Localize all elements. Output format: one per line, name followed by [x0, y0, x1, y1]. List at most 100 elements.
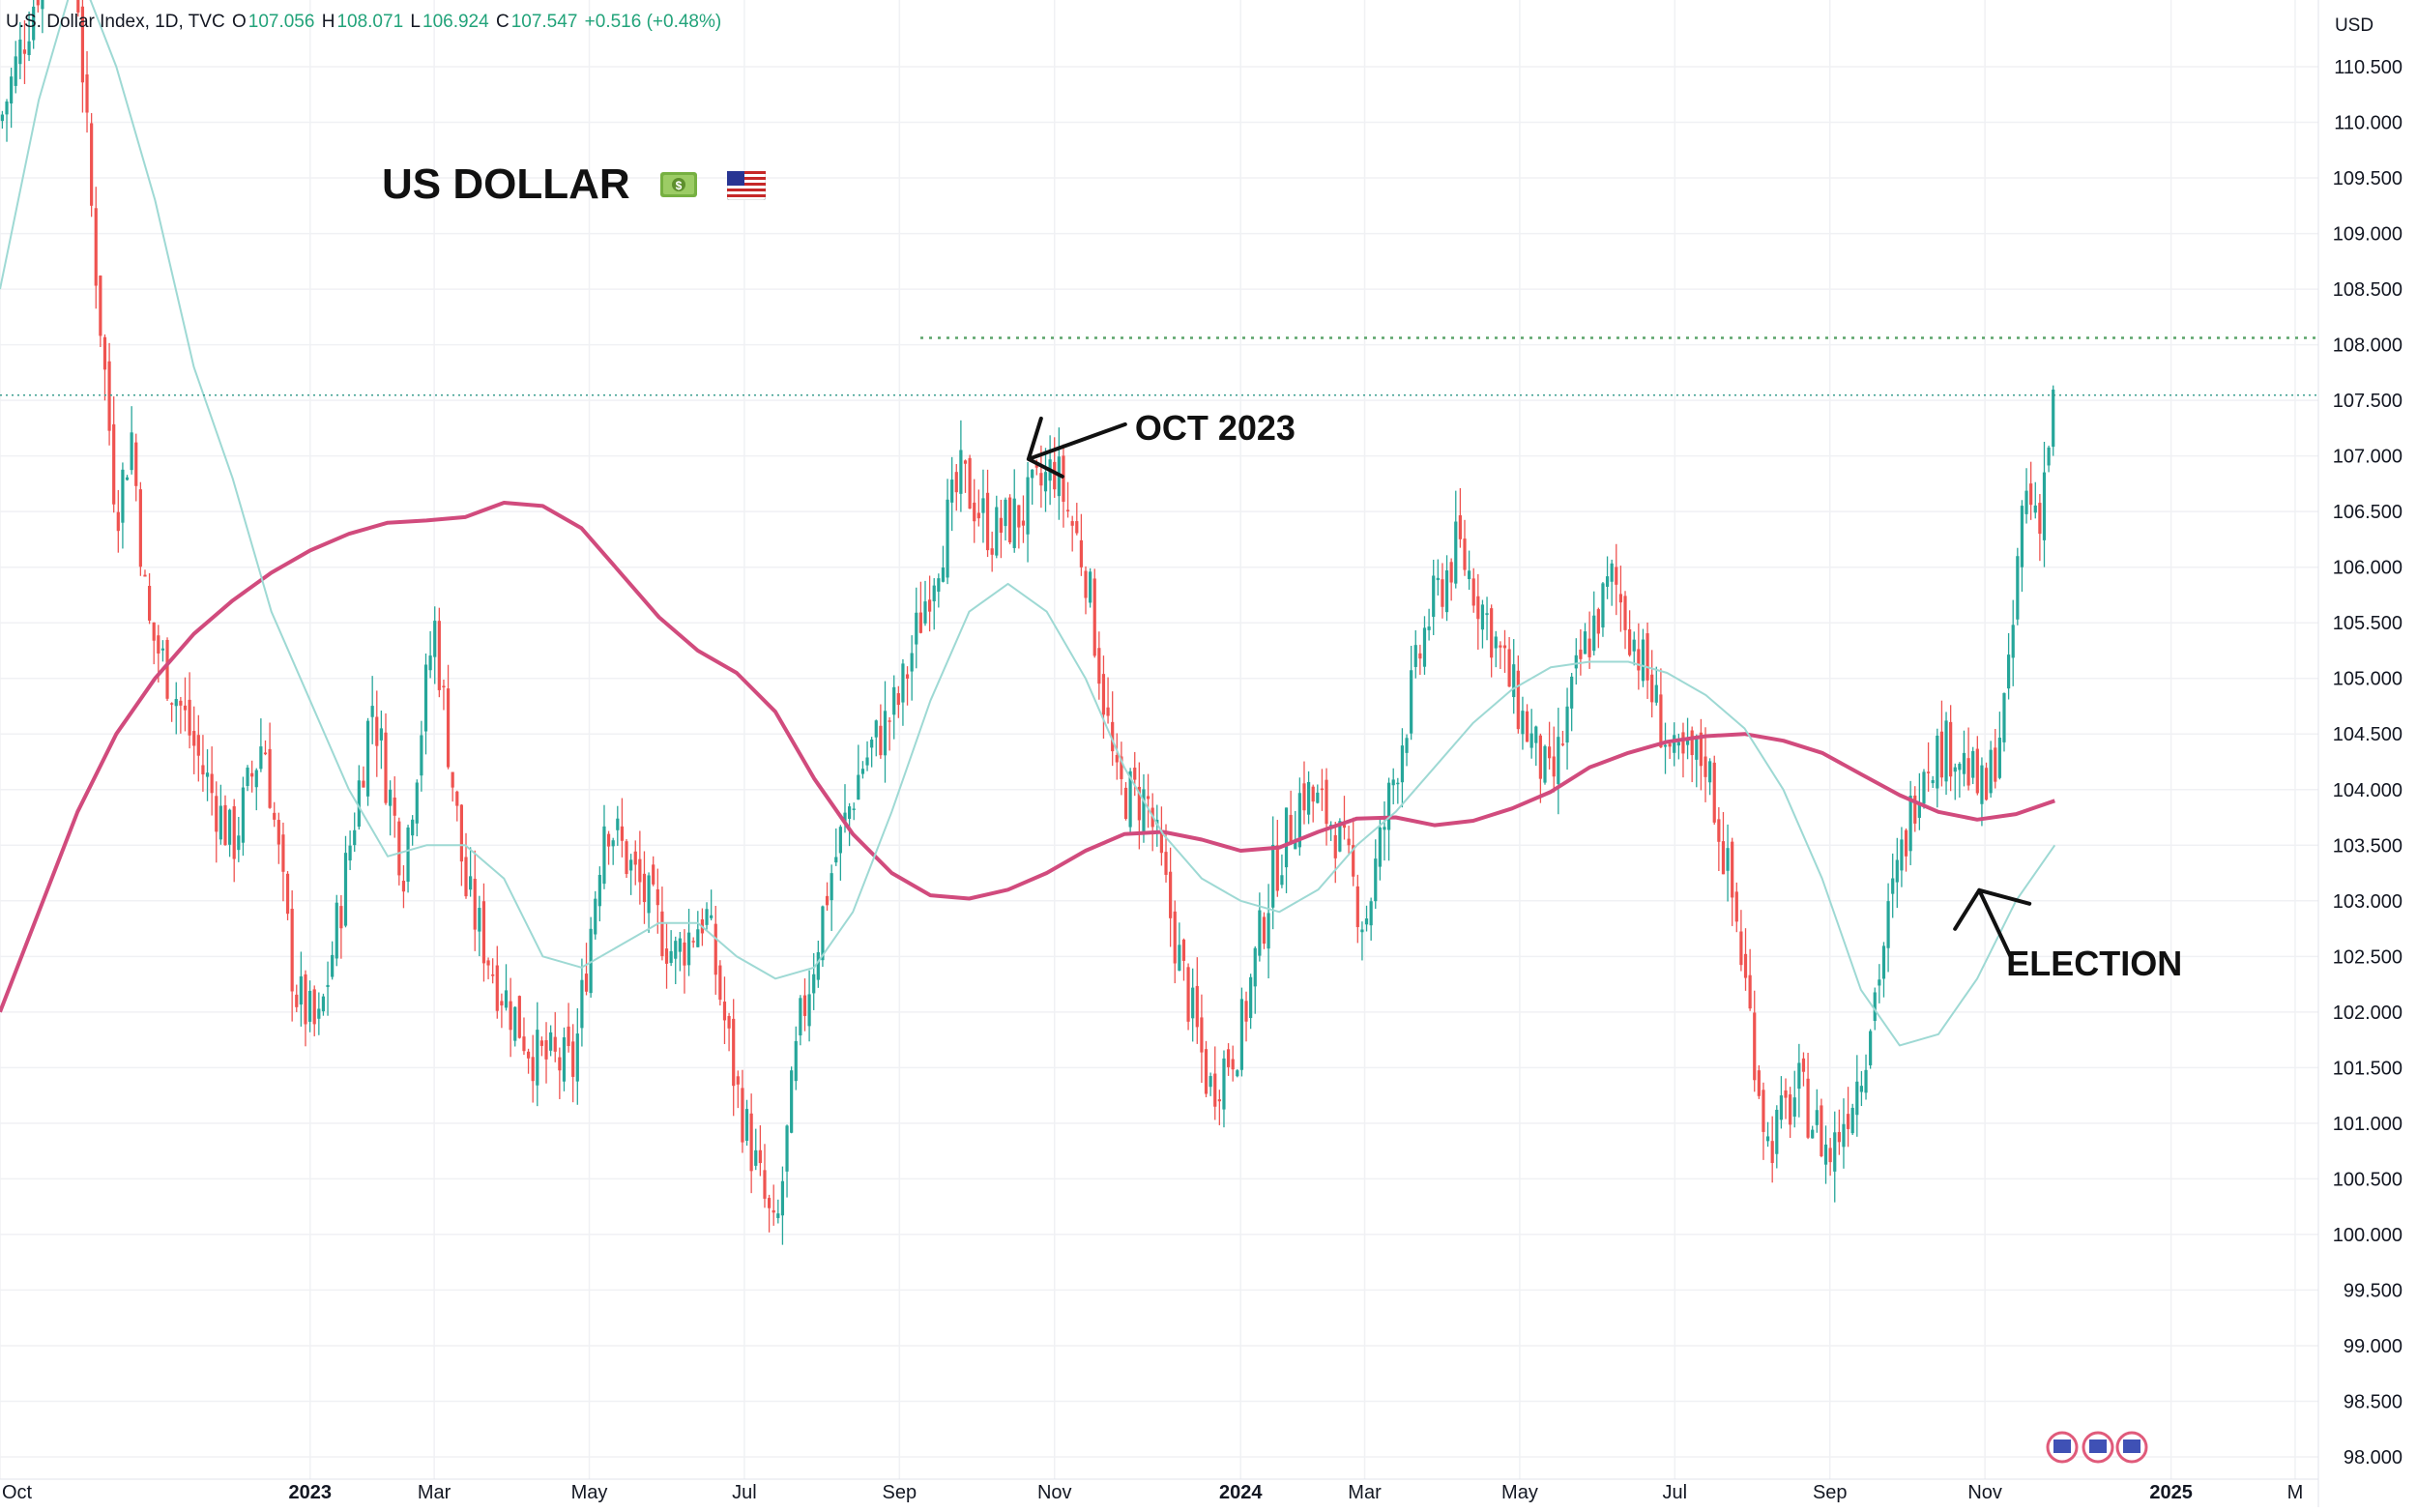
candle-body: [1178, 945, 1181, 972]
candle-body: [1097, 648, 1101, 684]
ma-long-line: [0, 501, 2055, 1013]
low-value: 106.924: [422, 12, 489, 32]
candle-body: [1320, 788, 1325, 791]
candle-body: [375, 716, 379, 746]
candle-body: [865, 757, 869, 766]
x-tick-label: Sep: [883, 1482, 917, 1503]
candle-body: [210, 773, 214, 794]
candle-body: [1383, 827, 1386, 830]
candle-body: [299, 975, 303, 1005]
candle-body: [1685, 740, 1690, 745]
candle-body: [1743, 953, 1748, 978]
high-value: 108.071: [336, 12, 404, 32]
candle-body: [1253, 947, 1257, 987]
candle-body: [834, 857, 838, 863]
annotations: OCT 2023 ELECTION: [1026, 408, 2182, 1464]
candle-body: [732, 1018, 736, 1087]
candle-body: [1294, 839, 1297, 850]
candle-body: [5, 101, 9, 115]
candle-body: [116, 511, 120, 532]
candle-body: [285, 873, 290, 915]
candle-body: [1111, 721, 1115, 752]
candle-body: [1262, 916, 1267, 945]
candle-body: [321, 996, 326, 1012]
candle-body: [1762, 1090, 1765, 1132]
candle-body: [1939, 731, 1944, 778]
candle-body: [669, 950, 673, 964]
candle-body: [152, 622, 156, 641]
candle-body: [1275, 845, 1279, 891]
candle-body: [1784, 1090, 1788, 1098]
candle-body: [1008, 497, 1012, 543]
candle-body: [2006, 654, 2011, 689]
candle-body: [1128, 771, 1132, 828]
symbol-name[interactable]: U.S. Dollar Index, 1D, TVC: [6, 12, 225, 32]
x-tick-label: 2023: [289, 1482, 333, 1503]
candle-body: [112, 423, 116, 505]
candle-body: [1026, 477, 1030, 535]
candle-body: [1753, 1012, 1757, 1081]
candle-body: [1548, 746, 1552, 759]
candle-body: [277, 820, 280, 845]
y-tick-label: 110.000: [2334, 113, 2402, 134]
candle-body: [776, 1213, 780, 1218]
candle-body: [2047, 447, 2051, 466]
change-value: +0.516 (+0.48%): [584, 12, 722, 32]
candle-body: [1333, 834, 1337, 858]
candle-body: [420, 735, 423, 776]
candle-body: [1302, 783, 1306, 811]
candle-body: [423, 664, 428, 732]
candle-body: [473, 878, 477, 930]
candle-body: [937, 578, 941, 593]
candle-body: [1815, 1110, 1819, 1125]
candle-body: [2042, 472, 2047, 540]
candle-body: [678, 938, 682, 952]
candle-body: [744, 1109, 749, 1141]
y-tick-label: 98.500: [2344, 1391, 2402, 1412]
candle-body: [2024, 490, 2028, 514]
candle-body: [1084, 570, 1088, 598]
candle-body: [1605, 576, 1610, 587]
candle-body: [1521, 711, 1525, 735]
candle-body: [1734, 891, 1738, 922]
candle-body: [1195, 985, 1199, 1028]
y-tick-label: 107.000: [2333, 447, 2402, 468]
candle-body: [437, 621, 441, 690]
candle-body: [915, 612, 918, 645]
candle-body: [633, 851, 637, 865]
candle-body: [250, 772, 254, 777]
candle-body: [130, 432, 133, 471]
candle-body: [1881, 945, 1886, 979]
chart-title: US DOLLAR $: [382, 160, 767, 211]
candle-body: [1297, 793, 1301, 848]
event-marker-flag: [2053, 1439, 2071, 1453]
candle-body: [259, 746, 263, 770]
candle-body: [1070, 521, 1074, 526]
candle-body: [549, 1032, 553, 1051]
candle-body: [1574, 654, 1578, 669]
candle-body: [1676, 741, 1680, 746]
candle-body: [1587, 638, 1591, 657]
candle-body: [464, 857, 468, 897]
candle-body: [830, 873, 833, 901]
candle-body: [1904, 829, 1908, 857]
candle-body: [428, 655, 432, 671]
candle-body: [1476, 596, 1480, 620]
candle-body: [1226, 1049, 1231, 1067]
y-tick-label: 101.500: [2333, 1058, 2402, 1079]
candle-body: [1432, 575, 1436, 618]
y-tick-label: 102.500: [2333, 946, 2402, 968]
time-axis: Oct 2023 Mar May Jul Sep Nov 2024 Mar May Jul Sep No…: [0, 1478, 2318, 1503]
candle-body: [1770, 1141, 1774, 1163]
candle-body: [660, 911, 664, 957]
candle-body: [1891, 878, 1895, 894]
candle-body: [1618, 594, 1622, 603]
candle-body: [90, 123, 94, 206]
candle-body: [1133, 768, 1137, 780]
candle-body: [1120, 756, 1123, 779]
candle-body: [999, 517, 1003, 534]
candle-body: [1739, 931, 1743, 966]
candle-body: [1502, 645, 1507, 649]
candle-body: [1391, 779, 1395, 786]
candle-body: [1396, 782, 1400, 785]
